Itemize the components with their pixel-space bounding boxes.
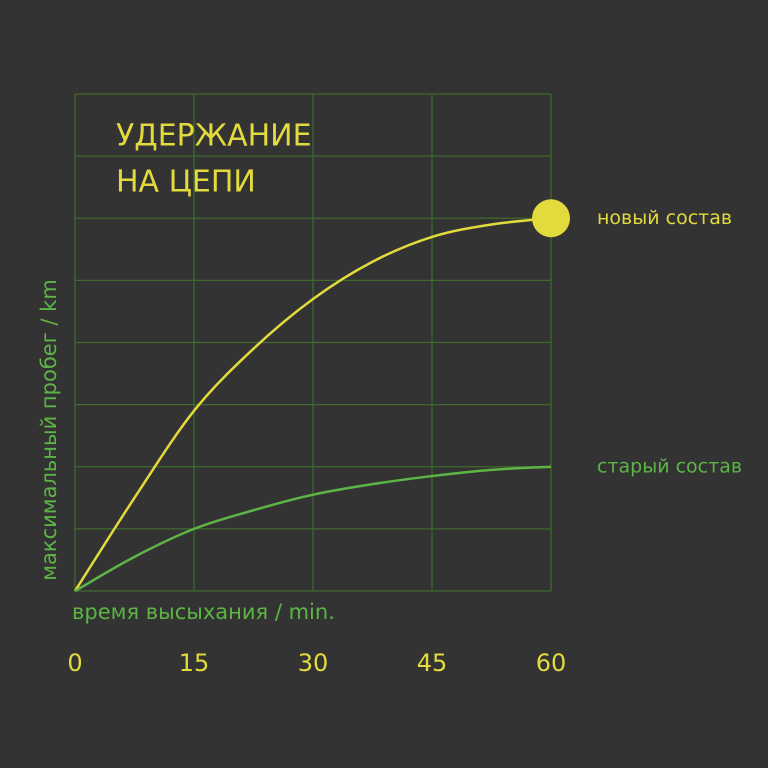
line-series xyxy=(73,217,552,592)
x-tick-label: 60 xyxy=(536,649,567,677)
x-tick-label: 30 xyxy=(298,649,329,677)
legend-label: старый состав xyxy=(597,455,742,477)
y-axis-label: максимальный пробег / km xyxy=(37,279,61,581)
x-tick-label: 45 xyxy=(417,649,448,677)
line-series xyxy=(74,465,552,593)
x-tick-label: 15 xyxy=(179,649,210,677)
legend-label: новый состав xyxy=(597,207,732,229)
chart-title: УДЕРЖАНИЕ xyxy=(116,119,312,154)
chart-title: НА ЦЕПИ xyxy=(116,165,256,200)
end-marker xyxy=(532,199,570,238)
x-axis-label: время высыхания / min. xyxy=(72,600,335,624)
x-tick-label: 0 xyxy=(67,649,82,677)
